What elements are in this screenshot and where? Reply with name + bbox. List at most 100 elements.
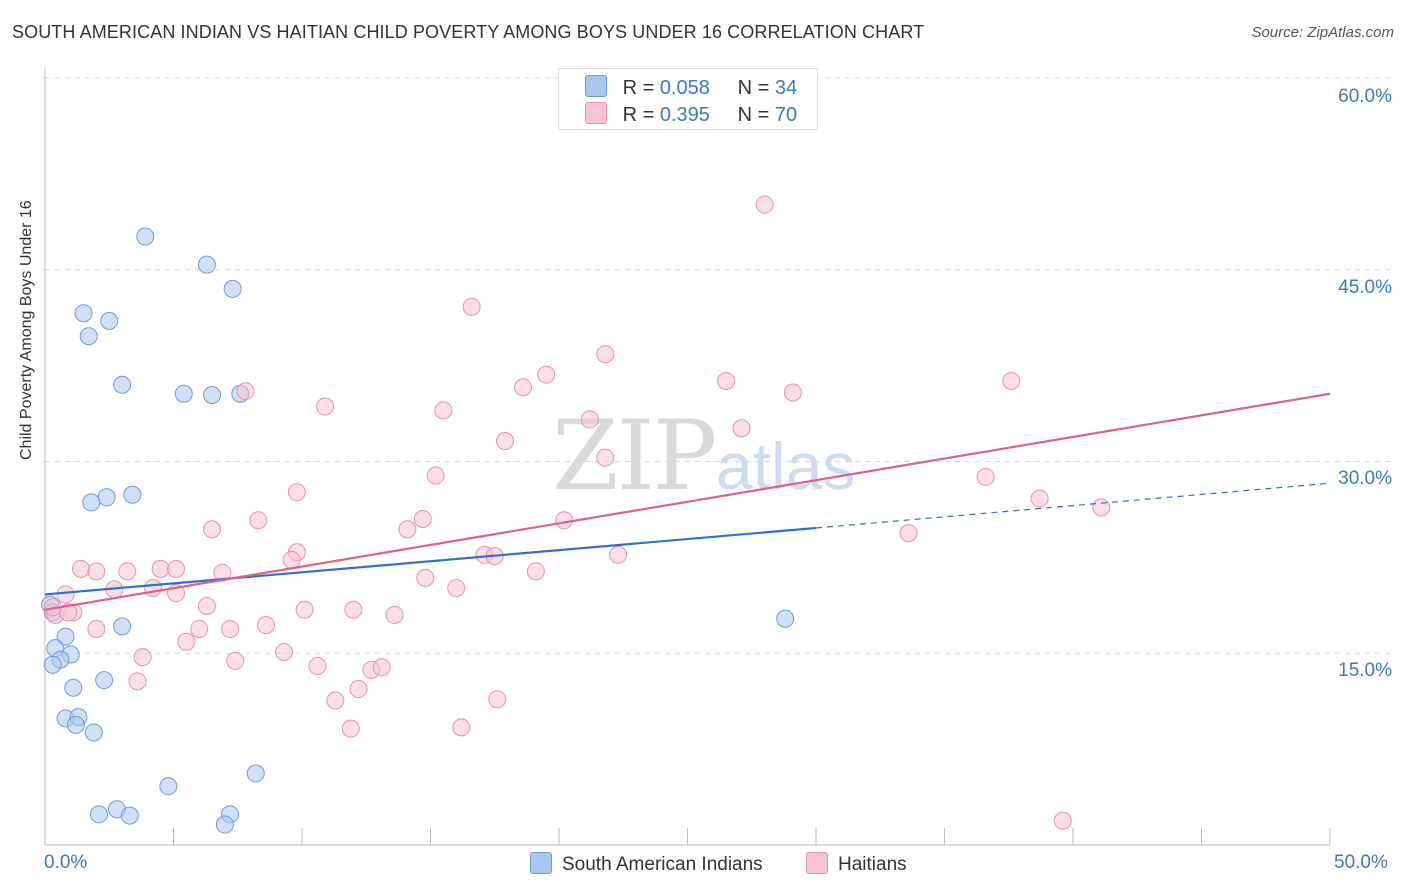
legend-n-value: 34 xyxy=(774,77,798,99)
data-point xyxy=(74,304,93,323)
data-point xyxy=(416,568,435,587)
data-point xyxy=(71,559,90,578)
data-point xyxy=(426,466,445,485)
y-axis-label: Child Poverty Among Boys Under 16 xyxy=(18,200,35,460)
legend-row-haitians: R = 0.395 N = 70 xyxy=(585,102,797,127)
data-point xyxy=(79,327,98,346)
data-point xyxy=(526,562,545,581)
data-point xyxy=(190,619,209,638)
data-point xyxy=(776,609,795,628)
trend-line-south-american-indians xyxy=(44,526,817,596)
data-point xyxy=(462,297,481,316)
data-point xyxy=(287,483,306,502)
data-point xyxy=(385,605,404,624)
data-point xyxy=(215,815,234,834)
data-point xyxy=(120,806,139,825)
data-point xyxy=(118,562,137,581)
data-point xyxy=(717,371,736,390)
data-point xyxy=(59,603,78,622)
data-point xyxy=(341,719,360,738)
data-point xyxy=(514,378,533,397)
data-point xyxy=(89,805,108,824)
data-point xyxy=(1092,498,1111,517)
data-point xyxy=(84,723,103,742)
data-point xyxy=(434,401,453,420)
data-point xyxy=(223,279,242,298)
data-point xyxy=(537,365,556,384)
data-point xyxy=(56,585,75,604)
legend-r-value: 0.395 xyxy=(659,104,710,126)
correlation-legend: R = 0.058 N = 34 R = 0.395 N = 70 xyxy=(558,68,818,130)
data-point xyxy=(113,617,132,636)
data-point xyxy=(82,493,101,512)
data-point xyxy=(87,562,106,581)
data-point xyxy=(174,384,193,403)
data-point xyxy=(123,485,142,504)
data-point xyxy=(167,559,186,578)
data-point xyxy=(488,690,507,709)
legend-swatch xyxy=(530,852,552,874)
bottom-legend-label: South American Indians xyxy=(562,854,763,875)
data-point xyxy=(580,410,599,429)
data-point xyxy=(213,563,232,582)
data-point xyxy=(257,616,276,635)
data-point xyxy=(43,655,62,674)
bottom-legend-haitians: Haitians xyxy=(806,852,907,876)
data-point xyxy=(398,520,417,539)
data-point xyxy=(95,671,114,690)
watermark-atlas: atlas xyxy=(716,429,856,503)
y-tick-label: 45.0% xyxy=(1338,277,1392,298)
y-tick-label: 15.0% xyxy=(1338,660,1392,681)
data-point xyxy=(783,383,802,402)
data-point xyxy=(246,764,265,783)
data-point xyxy=(372,658,391,677)
legend-swatch xyxy=(806,852,828,874)
data-point xyxy=(452,718,471,737)
y-tick-label: 60.0% xyxy=(1338,86,1392,107)
data-point xyxy=(56,627,75,646)
data-point xyxy=(87,619,106,638)
data-point xyxy=(976,467,995,486)
data-point xyxy=(113,375,132,394)
data-point xyxy=(203,386,222,405)
legend-n-label: N = xyxy=(737,104,775,126)
watermark-zip: ZIP xyxy=(552,400,717,512)
data-point xyxy=(143,579,162,598)
data-point xyxy=(133,648,152,667)
x-tick-label: 50.0% xyxy=(1334,852,1388,873)
data-point xyxy=(136,227,155,246)
data-point xyxy=(308,657,327,676)
legend-r-label: R = xyxy=(622,104,660,126)
trend-line-haitians xyxy=(44,392,1331,611)
data-point xyxy=(236,382,255,401)
source-label: Source: ZipAtlas.com xyxy=(1251,24,1394,41)
bottom-legend-south-american-indians: South American Indians xyxy=(530,852,763,876)
data-point xyxy=(326,691,345,710)
data-point xyxy=(295,600,314,619)
legend-swatch xyxy=(585,102,607,124)
data-point xyxy=(151,559,170,578)
data-point xyxy=(64,678,83,697)
data-point xyxy=(249,511,268,530)
data-point xyxy=(221,619,240,638)
data-point xyxy=(316,397,335,416)
y-tick-label: 30.0% xyxy=(1338,468,1392,489)
x-tick-label: 0.0% xyxy=(44,852,88,873)
legend-n-label: N = xyxy=(737,77,775,99)
data-point xyxy=(97,488,116,507)
data-point xyxy=(275,642,294,661)
data-point xyxy=(609,545,628,564)
data-point xyxy=(755,195,774,214)
bottom-legend-label: Haitians xyxy=(838,854,907,875)
data-point xyxy=(66,715,85,734)
data-point xyxy=(159,777,178,796)
data-point xyxy=(344,600,363,619)
data-point xyxy=(596,448,615,467)
trend-line-extension xyxy=(815,482,1331,529)
data-point xyxy=(447,579,466,598)
chart-title: SOUTH AMERICAN INDIAN VS HAITIAN CHILD P… xyxy=(12,22,925,42)
legend-row-south-american-indians: R = 0.058 N = 34 xyxy=(585,75,797,100)
data-point xyxy=(555,511,574,530)
data-point xyxy=(349,680,368,699)
legend-n-value: 70 xyxy=(774,104,798,126)
